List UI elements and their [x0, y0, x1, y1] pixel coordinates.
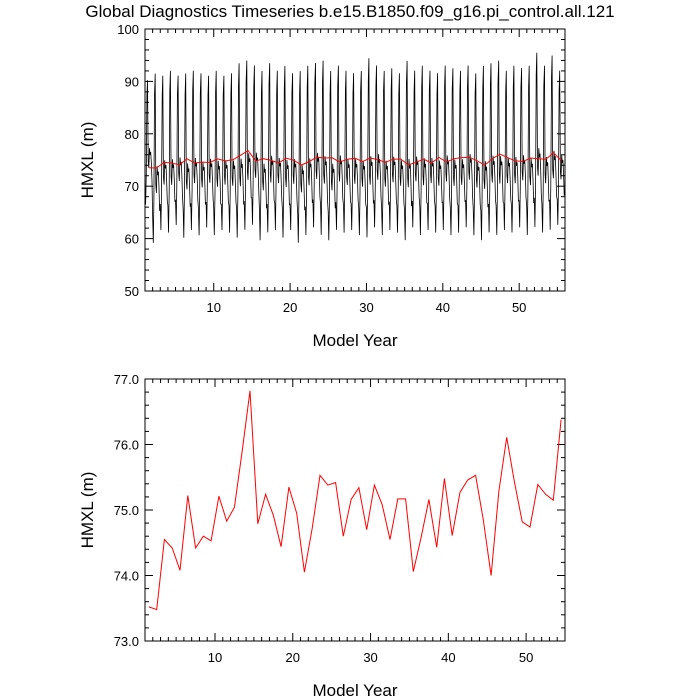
bottom-x-axis-title: Model Year	[312, 681, 397, 700]
top-monthly-series-line	[144, 52, 565, 243]
bottom-annual-series-line	[148, 390, 562, 611]
bottom-y-tick-label: 76.0	[114, 438, 139, 453]
bottom-panel: 10 20 30 40 50 73.0 74.0 75.0 76.0 77.0 Model Yea…	[78, 372, 566, 700]
figure-title: Global Diagnostics Timeseries b.e15.B185…	[85, 2, 615, 21]
bottom-x-tick-label: 10	[208, 650, 222, 665]
bottom-y-tick-label: 73.0	[114, 634, 139, 649]
bottom-x-tick-label: 20	[286, 650, 300, 665]
top-y-tick-label: 80	[125, 127, 139, 142]
top-y-tick-label: 50	[125, 284, 139, 299]
top-x-tick-label: 40	[436, 300, 450, 315]
top-annual-series-line	[148, 149, 562, 169]
bottom-series-group	[148, 390, 562, 611]
top-x-tick-label: 10	[206, 300, 220, 315]
top-x-axis-title: Model Year	[312, 331, 397, 350]
top-x-tick-label: 50	[512, 300, 526, 315]
top-series-group	[144, 52, 565, 243]
bottom-y-tick-label: 74.0	[114, 569, 139, 584]
bottom-y-tick-label: 75.0	[114, 503, 139, 518]
top-panel: 10 20 30 40 50 50 60 70 80 90 100 Model Year HMXL …	[78, 22, 566, 350]
bottom-x-tick-label: 30	[363, 650, 377, 665]
top-y-tick-label: 60	[125, 232, 139, 247]
top-y-tick-label: 70	[125, 179, 139, 194]
top-y-tick-label: 90	[125, 74, 139, 89]
top-x-tick-label: 30	[359, 300, 373, 315]
top-y-axis-title: HMXL (m)	[78, 122, 97, 199]
bottom-axis-ticks: 10 20 30 40 50 73.0 74.0 75.0 76.0 77.0	[114, 372, 566, 665]
bottom-plot-frame	[144, 378, 566, 642]
top-plot-frame	[144, 28, 566, 292]
bottom-y-tick-label: 77.0	[114, 372, 139, 387]
bottom-x-tick-label: 50	[519, 650, 533, 665]
bottom-x-tick-label: 40	[441, 650, 455, 665]
top-y-tick-label: 100	[117, 22, 139, 37]
top-x-tick-label: 20	[283, 300, 297, 315]
bottom-y-axis-title: HMXL (m)	[78, 472, 97, 549]
